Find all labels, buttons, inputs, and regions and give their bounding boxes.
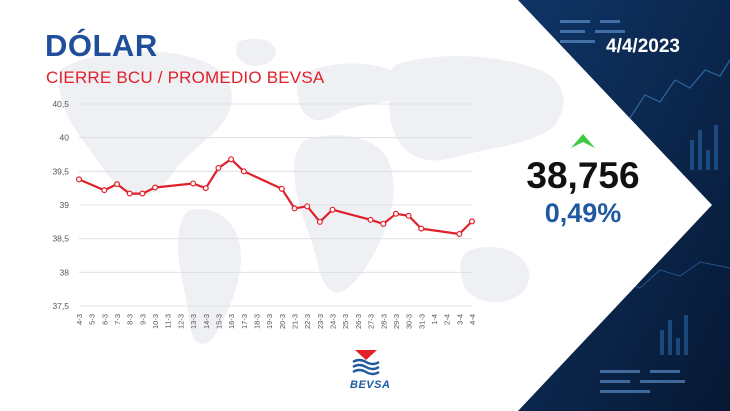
page-subtitle: CIERRE BCU / PROMEDIO BEVSA	[46, 68, 325, 87]
data-point	[215, 164, 222, 171]
x-tick-label: 25-3	[341, 314, 350, 329]
y-tick-label: 38	[60, 267, 70, 277]
exchange-rate-value: 38,756	[526, 155, 640, 196]
x-tick-label: 28-3	[379, 314, 388, 329]
x-tick-label: 2-4	[443, 314, 452, 325]
x-tick-label: 26-3	[354, 314, 363, 329]
x-tick-label: 29-3	[392, 314, 401, 329]
x-tick-label: 27-3	[367, 314, 376, 329]
data-point	[405, 212, 412, 219]
x-tick-label: 8-3	[126, 314, 135, 325]
x-tick-label: 6-3	[100, 314, 109, 325]
x-tick-label: 4-4	[468, 314, 477, 325]
x-tick-label: 3-4	[455, 314, 464, 325]
data-point	[278, 185, 285, 192]
series-line	[78, 158, 473, 236]
x-tick-label: 24-3	[329, 314, 338, 329]
quote-date: 4/4/2023	[606, 36, 680, 57]
x-tick-label: 10-3	[151, 314, 160, 329]
x-tick-label: 7-3	[113, 314, 122, 325]
x-tick-label: 5-3	[88, 314, 97, 325]
x-tick-label: 23-3	[316, 314, 325, 329]
x-tick-label: 14-3	[202, 314, 211, 329]
data-point	[367, 216, 374, 223]
x-tick-label: 11-3	[164, 314, 173, 328]
data-point	[228, 156, 235, 163]
x-tick-label: 19-3	[265, 314, 274, 329]
x-tick-label: 31-3	[417, 314, 426, 329]
x-tick-label: 30-3	[405, 314, 414, 329]
y-tick-label: 40,5	[52, 99, 69, 109]
data-point	[418, 225, 425, 232]
page-title: DÓLAR	[45, 28, 158, 63]
y-tick-label: 39,5	[52, 166, 69, 176]
data-point	[329, 206, 336, 213]
data-point	[469, 218, 476, 225]
x-tick-label: 17-3	[240, 314, 249, 329]
y-tick-label: 37,5	[52, 301, 69, 311]
x-tick-label: 1-4	[430, 314, 439, 325]
x-tick-label: 12-3	[176, 314, 185, 329]
data-point	[114, 181, 121, 188]
x-tick-label: 22-3	[303, 314, 312, 329]
data-point	[139, 190, 146, 197]
x-tick-label: 15-3	[214, 314, 223, 329]
data-point	[392, 210, 399, 217]
data-point	[291, 205, 298, 212]
up-arrow-icon	[571, 134, 595, 148]
data-point	[380, 220, 387, 227]
x-tick-label: 18-3	[252, 314, 261, 329]
y-tick-label: 38,5	[52, 234, 69, 244]
exchange-rate-change: 0,49%	[544, 198, 622, 228]
y-tick-label: 39	[60, 200, 70, 210]
data-point	[316, 218, 323, 225]
data-point	[456, 230, 463, 237]
x-tick-label: 13-3	[189, 314, 198, 329]
data-point	[101, 187, 108, 194]
y-tick-label: 40	[60, 133, 70, 143]
x-tick-label: 21-3	[291, 314, 300, 329]
data-point	[126, 190, 133, 197]
bevsa-logo-text: BEVSA	[350, 379, 391, 391]
data-point	[190, 180, 197, 187]
data-point	[202, 185, 209, 192]
data-point	[240, 168, 247, 175]
data-point	[152, 184, 159, 191]
bevsa-logo-icon	[352, 350, 380, 376]
x-tick-label: 16-3	[227, 314, 236, 329]
x-tick-label: 9-3	[138, 314, 147, 325]
data-point	[304, 203, 311, 210]
x-tick-label: 20-3	[278, 314, 287, 329]
x-tick-label: 4-3	[75, 314, 84, 325]
data-point	[75, 176, 82, 183]
